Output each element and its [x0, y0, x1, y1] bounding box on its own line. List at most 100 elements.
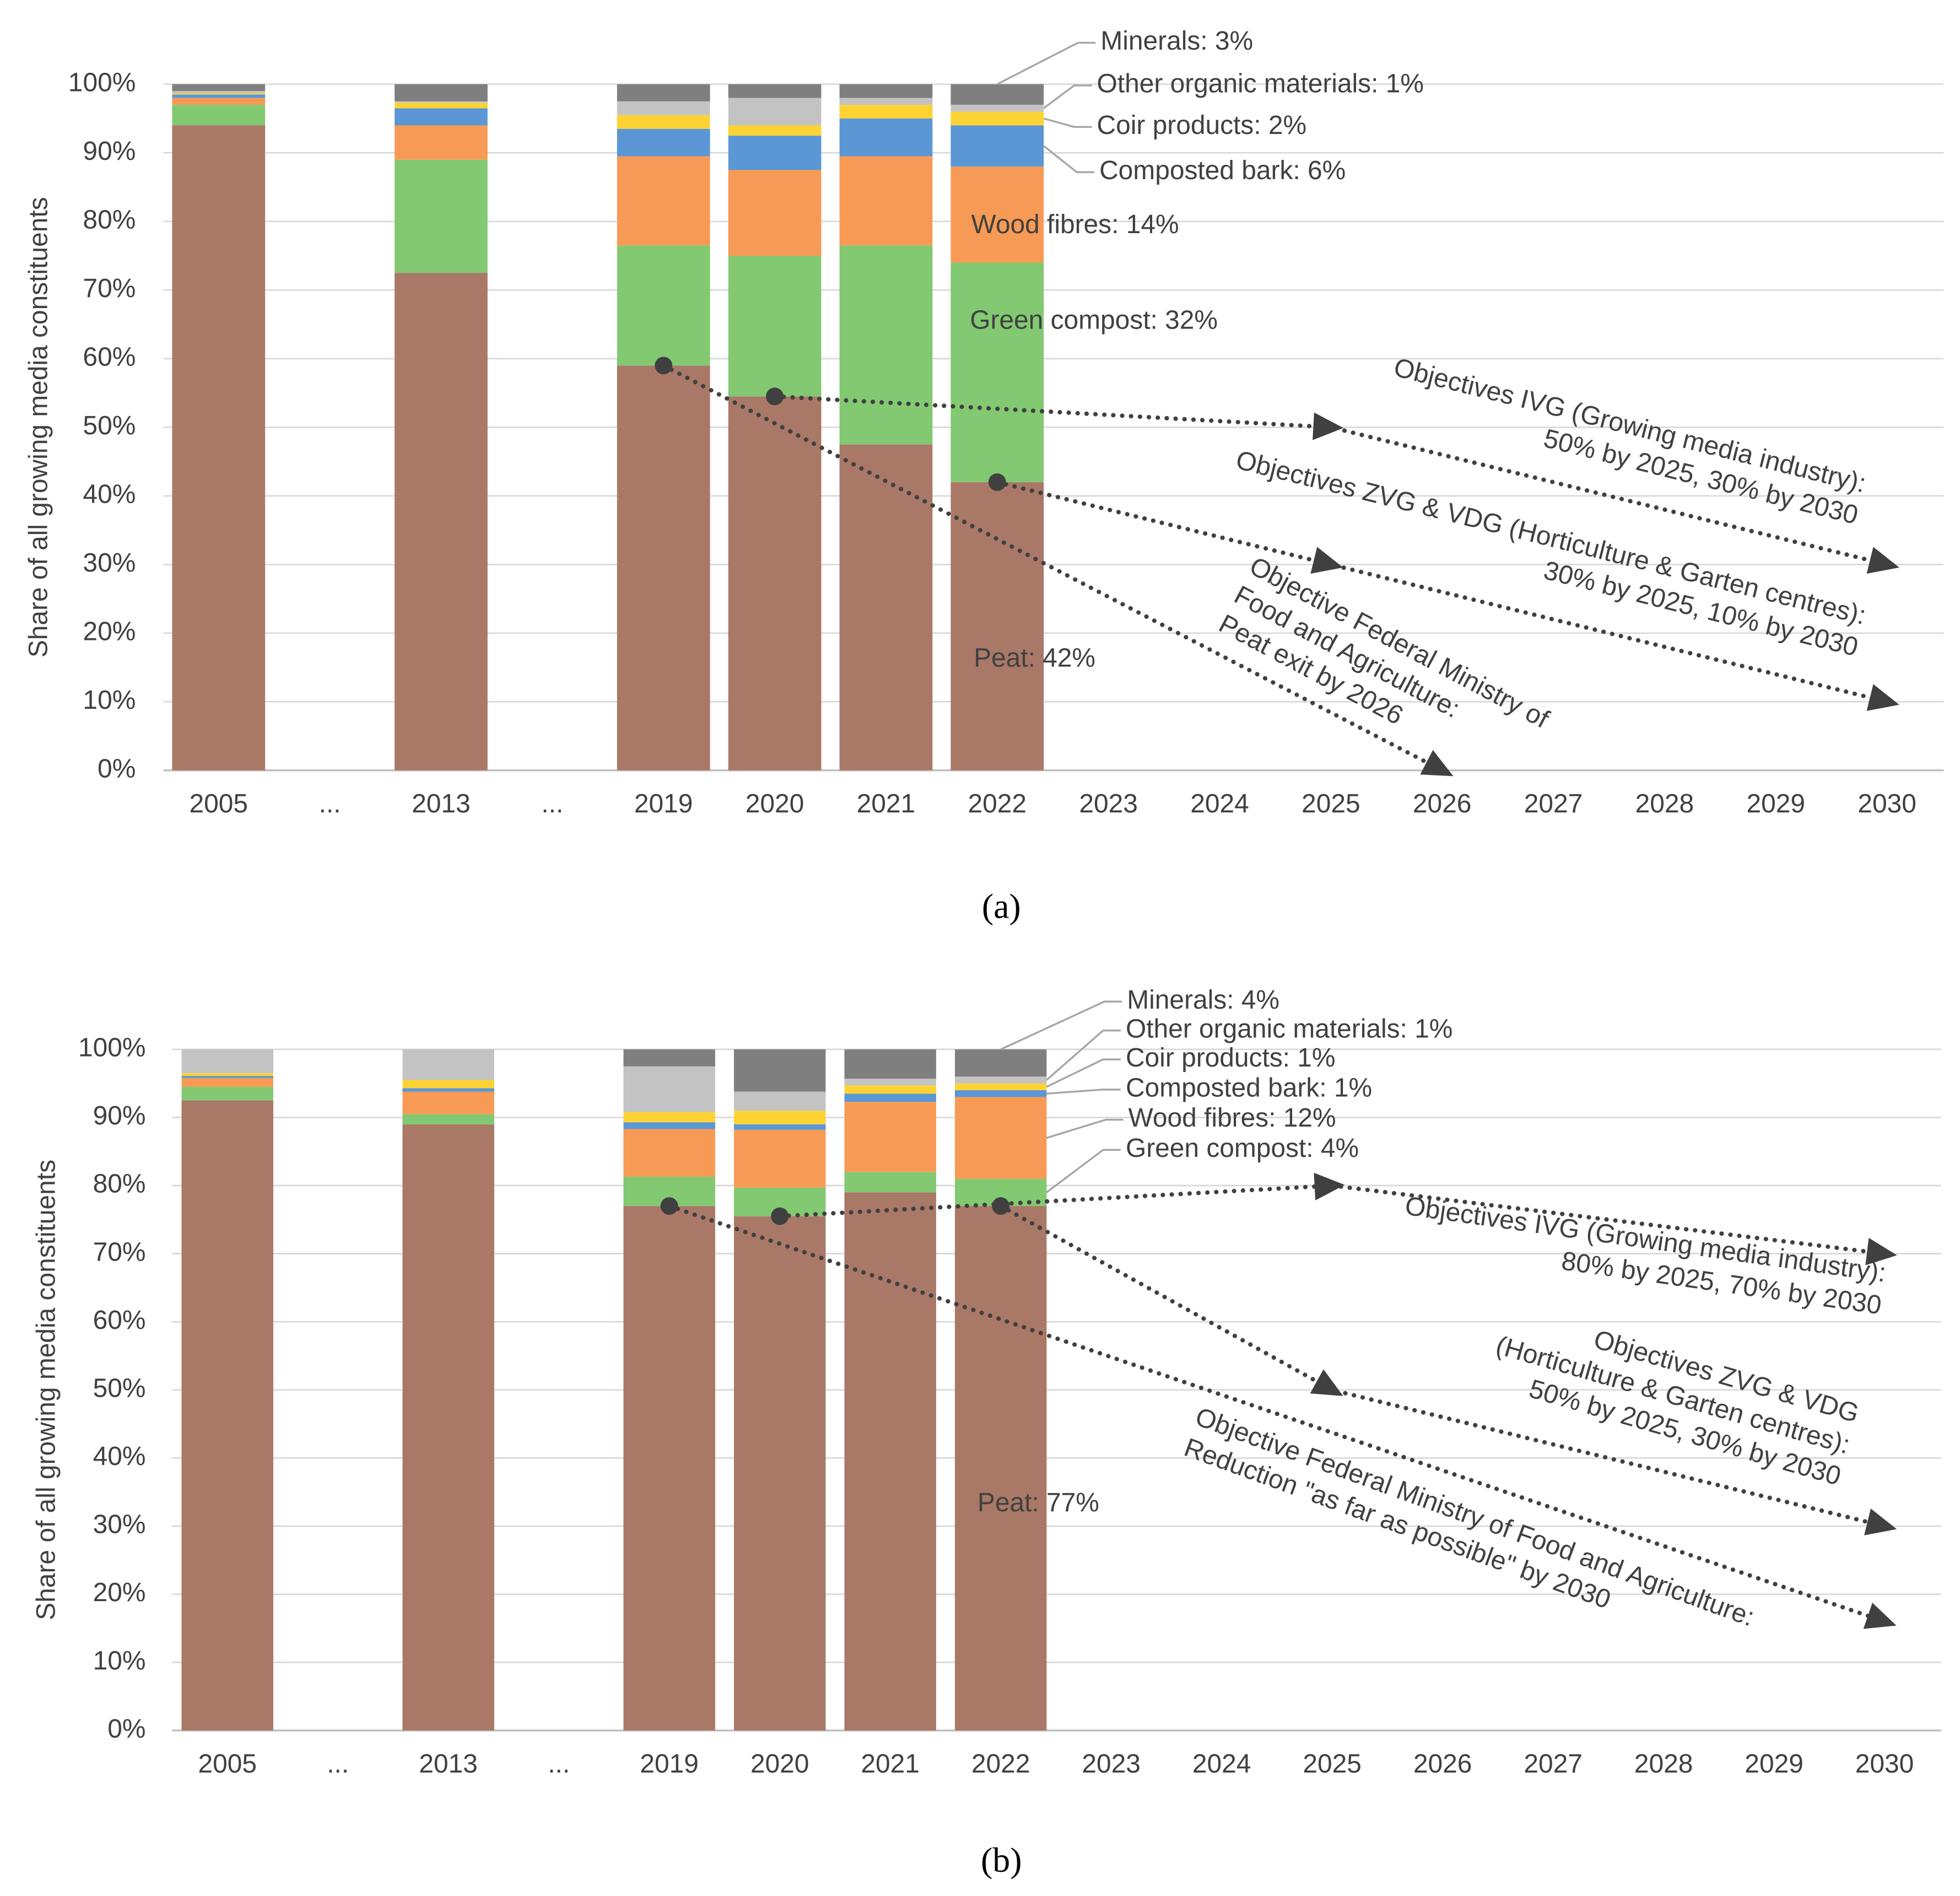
y-tick-label: 60% [83, 342, 136, 371]
x-tick-label: 2005 [189, 789, 248, 818]
y-tick-label: 70% [83, 274, 136, 303]
bar-segment [172, 105, 266, 126]
objective-arrow [1863, 1602, 1897, 1629]
caption: (a) [982, 886, 1021, 925]
bar-segment [728, 256, 822, 397]
bar-segment [839, 84, 933, 98]
bar-segment [954, 1097, 1047, 1179]
objective-start [988, 473, 1006, 491]
y-tick-label: 40% [93, 1442, 146, 1471]
bar-segment [844, 1049, 936, 1079]
bar-segment [839, 245, 933, 445]
x-tick-label: 2029 [1745, 1749, 1804, 1779]
series-label: Coir products: 2% [1097, 111, 1307, 140]
y-axis-label: Share of all growing media constituents [31, 1160, 61, 1620]
x-tick-label: 2021 [857, 789, 916, 818]
objective-arrow [1313, 412, 1344, 440]
series-label: Green compost: 32% [970, 305, 1218, 335]
y-tick-label: 100% [68, 68, 136, 97]
bar-segment [951, 84, 1044, 105]
x-tick-label: 2028 [1634, 1749, 1693, 1779]
bar-segment [623, 1112, 715, 1123]
bar-segment [172, 91, 266, 93]
bar-segment [172, 125, 266, 771]
bar-segment [172, 93, 266, 95]
y-tick-label: 10% [93, 1646, 146, 1676]
bar-segment [402, 1080, 494, 1089]
x-tick-label: 2026 [1413, 789, 1472, 818]
x-tick-label: 2025 [1302, 789, 1360, 818]
bar-segment [181, 1078, 273, 1087]
y-tick-label: 30% [83, 548, 136, 578]
y-tick-label: 40% [83, 480, 136, 509]
leader-line [1000, 1000, 1122, 1051]
bar-segment [172, 98, 266, 105]
objective-start [992, 1197, 1010, 1215]
x-tick-label: 2013 [419, 1749, 478, 1779]
x-tick-label: 2019 [634, 789, 693, 818]
bar-segment [733, 1129, 826, 1188]
bar-segment [181, 1049, 273, 1074]
leader-line [1043, 117, 1092, 128]
objective-arrow [1310, 547, 1343, 574]
objective-line [773, 394, 1889, 567]
series-label: Composted bark: 1% [1126, 1073, 1372, 1102]
bar-segment [395, 159, 488, 273]
bar-segment [623, 1129, 715, 1177]
bar-segment [951, 105, 1044, 112]
bar-segment [617, 115, 710, 129]
x-tick-label: 2019 [640, 1749, 699, 1779]
series-label: Minerals: 3% [1100, 26, 1253, 56]
bar-segment [617, 156, 710, 246]
objective-line [995, 480, 1889, 704]
y-axis-label: Share of all growing media constituents [24, 197, 53, 658]
x-tick-label: 2025 [1303, 1749, 1362, 1779]
objective-label: Objectives ZVG & VDG(Horticulture & Gart… [1484, 1299, 1862, 1491]
bar-segment [402, 1049, 494, 1080]
leader-line [1046, 1149, 1121, 1193]
bar-segment [181, 1086, 273, 1101]
bar-segment [402, 1091, 494, 1114]
objective-start [766, 387, 784, 406]
objective-line [667, 1204, 1887, 1624]
x-tick-label: 2022 [971, 1749, 1030, 1779]
bar-segment [617, 101, 710, 115]
bar-segment [844, 1085, 936, 1094]
x-tick-label: ... [541, 789, 563, 818]
bar-segment [728, 170, 822, 256]
bar-segment [623, 1122, 715, 1129]
x-tick-label: ... [327, 1749, 349, 1779]
bar-segment [733, 1124, 826, 1130]
x-tick-label: 2029 [1747, 789, 1806, 818]
y-tick-label: 80% [93, 1170, 146, 1199]
series-label: Wood fibres: 14% [971, 210, 1179, 239]
series-label: Wood fibres: 12% [1129, 1103, 1336, 1133]
x-tick-label: 2030 [1855, 1749, 1914, 1779]
objective-start [660, 1197, 678, 1215]
bar-segment [623, 1049, 715, 1066]
objective-start [655, 357, 673, 375]
objective-arrow [1864, 1508, 1897, 1536]
series-label: Peat: 77% [978, 1488, 1099, 1517]
x-tick-label: ... [548, 1749, 570, 1779]
bar-segment [844, 1079, 936, 1086]
bar-segment [728, 136, 822, 170]
bar-segment [954, 1076, 1047, 1084]
bar-segment [951, 125, 1044, 167]
x-tick-label: 2024 [1190, 789, 1249, 818]
bar-segment [172, 94, 266, 98]
objective-label: Objectives IVG (Growing media industry):… [1399, 1192, 1888, 1321]
y-tick-label: 90% [83, 137, 136, 166]
bar-segment [733, 1111, 826, 1124]
bar-segment [395, 101, 488, 103]
objective-arrow [1310, 1369, 1343, 1396]
bar-segment [951, 111, 1044, 126]
bar-segment [844, 1172, 936, 1193]
bar-segment [844, 1102, 936, 1172]
bar-segment [954, 1049, 1047, 1077]
series-label: Green compost: 4% [1126, 1134, 1359, 1163]
leader-line [996, 41, 1096, 85]
bar-segment [728, 84, 822, 98]
x-tick-label: 2013 [412, 789, 471, 818]
